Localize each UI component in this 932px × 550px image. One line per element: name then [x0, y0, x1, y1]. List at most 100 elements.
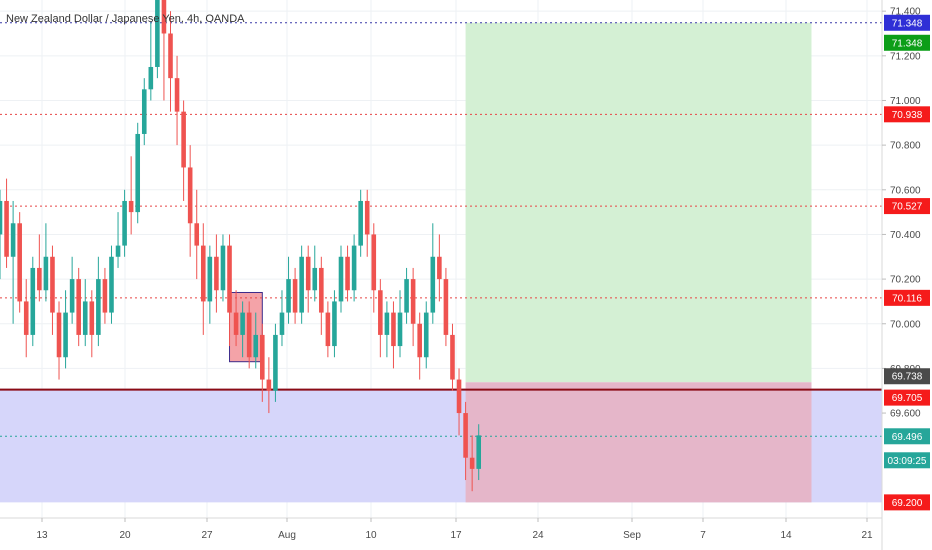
candle-body: [161, 0, 167, 34]
candle-body: [135, 133, 141, 213]
stop-zone-box: [465, 382, 812, 503]
candle-body: [266, 379, 272, 391]
price-tag-label: 69.738: [892, 372, 923, 383]
time-tick-label: 24: [532, 530, 544, 541]
price-tick-label: 71.400: [890, 7, 921, 18]
zones: [0, 22, 882, 503]
price-tag: [884, 14, 930, 31]
candle-body: [187, 167, 193, 224]
price-tag-label: 70.527: [892, 202, 923, 213]
price-tag: [884, 34, 930, 51]
price-tick-label: 70.800: [890, 141, 921, 152]
candle-body: [200, 245, 206, 302]
candle-body: [384, 312, 390, 335]
candle-body: [332, 301, 337, 347]
candle-body: [10, 223, 16, 257]
price-tag: [884, 198, 930, 215]
time-tick-label: 20: [119, 530, 131, 541]
candle-body: [246, 312, 252, 358]
candle-body: [469, 457, 475, 469]
candle-body: [128, 200, 134, 213]
time-tick-label: 14: [780, 530, 792, 541]
candle-body: [319, 267, 324, 313]
price-tag-label: 69.200: [892, 498, 923, 509]
horizontal-levels[interactable]: [0, 22, 882, 437]
candle-body: [43, 256, 49, 291]
candle-body: [397, 312, 403, 347]
candle-body: [371, 234, 377, 291]
candle-body: [4, 200, 9, 257]
price-tag: [884, 368, 930, 385]
candle-body: [181, 111, 186, 168]
candle-body: [240, 312, 245, 335]
price-tick-label: 70.200: [890, 275, 921, 286]
price-tag-label: 69.496: [892, 432, 923, 443]
candle-body: [364, 200, 370, 235]
candle-body: [76, 279, 81, 335]
candle-body: [220, 245, 226, 291]
time-tick-label: 13: [36, 530, 48, 541]
candle-body: [456, 379, 462, 414]
candle-body: [423, 312, 429, 358]
candle-body: [417, 323, 422, 358]
chart-title: New Zealand Dollar / Japanese Yen, 4h, O…: [6, 13, 245, 25]
candle-body: [404, 279, 409, 313]
price-tags: 71.348 71.348 70.938 70.527 70.116 69.738 69.7…: [884, 14, 930, 511]
time-tick-label: Sep: [623, 530, 641, 541]
candle-body: [148, 66, 154, 90]
candle-body: [338, 256, 344, 302]
candle-body: [351, 245, 357, 291]
target-zone-box: [465, 22, 812, 383]
candle-body: [391, 312, 396, 347]
price-tag-label: 03:09:25: [888, 456, 927, 467]
price-tag: [884, 452, 930, 469]
candle-body: [141, 89, 147, 134]
candlesticks: [0, 0, 482, 492]
candle-body: [227, 245, 232, 313]
candle-body: [174, 78, 180, 112]
candle-body: [410, 279, 416, 324]
candle-body: [69, 279, 75, 313]
candle-body: [168, 33, 173, 79]
time-axis[interactable]: 13 20 27 Aug 10 17 24 Sep 7 14 21: [36, 518, 873, 541]
candle-body: [155, 0, 160, 67]
price-tag-label: 70.116: [892, 293, 922, 304]
price-axis[interactable]: 71.400 71.200 71.000 70.800 70.600 70.400 70.2…: [882, 7, 921, 420]
candle-body: [273, 334, 278, 391]
price-tag: [884, 289, 930, 306]
candle-body: [476, 435, 482, 469]
candle-body: [0, 200, 3, 235]
time-tick-label: Aug: [278, 530, 296, 541]
candle-body: [345, 256, 350, 291]
candle-body: [443, 279, 449, 335]
candle-body: [96, 279, 101, 335]
price-tick-label: 71.200: [890, 51, 921, 62]
candle-body: [463, 413, 468, 458]
candle-body: [253, 334, 259, 358]
price-tag: [884, 494, 930, 511]
candle-body: [358, 200, 363, 246]
candle-body: [37, 267, 42, 291]
price-tick-label: 70.600: [890, 185, 921, 196]
time-tick-label: 7: [700, 530, 706, 541]
candle-body: [299, 256, 304, 313]
candle-body: [50, 256, 55, 313]
candle-body: [82, 301, 88, 335]
candle-body: [437, 256, 442, 280]
candle-body: [378, 290, 383, 335]
candle-body: [279, 312, 285, 335]
price-tag: [884, 389, 930, 406]
candle-body: [286, 279, 291, 313]
candle-body: [102, 279, 108, 313]
time-tick-label: 27: [201, 530, 213, 541]
candle-body: [23, 301, 29, 335]
candle-body: [312, 267, 318, 291]
candle-body: [56, 312, 62, 358]
price-tag-label: 69.705: [892, 393, 923, 404]
price-tick-label: 70.400: [890, 230, 921, 241]
time-tick-label: 10: [365, 530, 377, 541]
price-tick-label: 71.000: [890, 96, 921, 107]
candle-body: [450, 334, 455, 380]
candle-body: [115, 245, 121, 257]
